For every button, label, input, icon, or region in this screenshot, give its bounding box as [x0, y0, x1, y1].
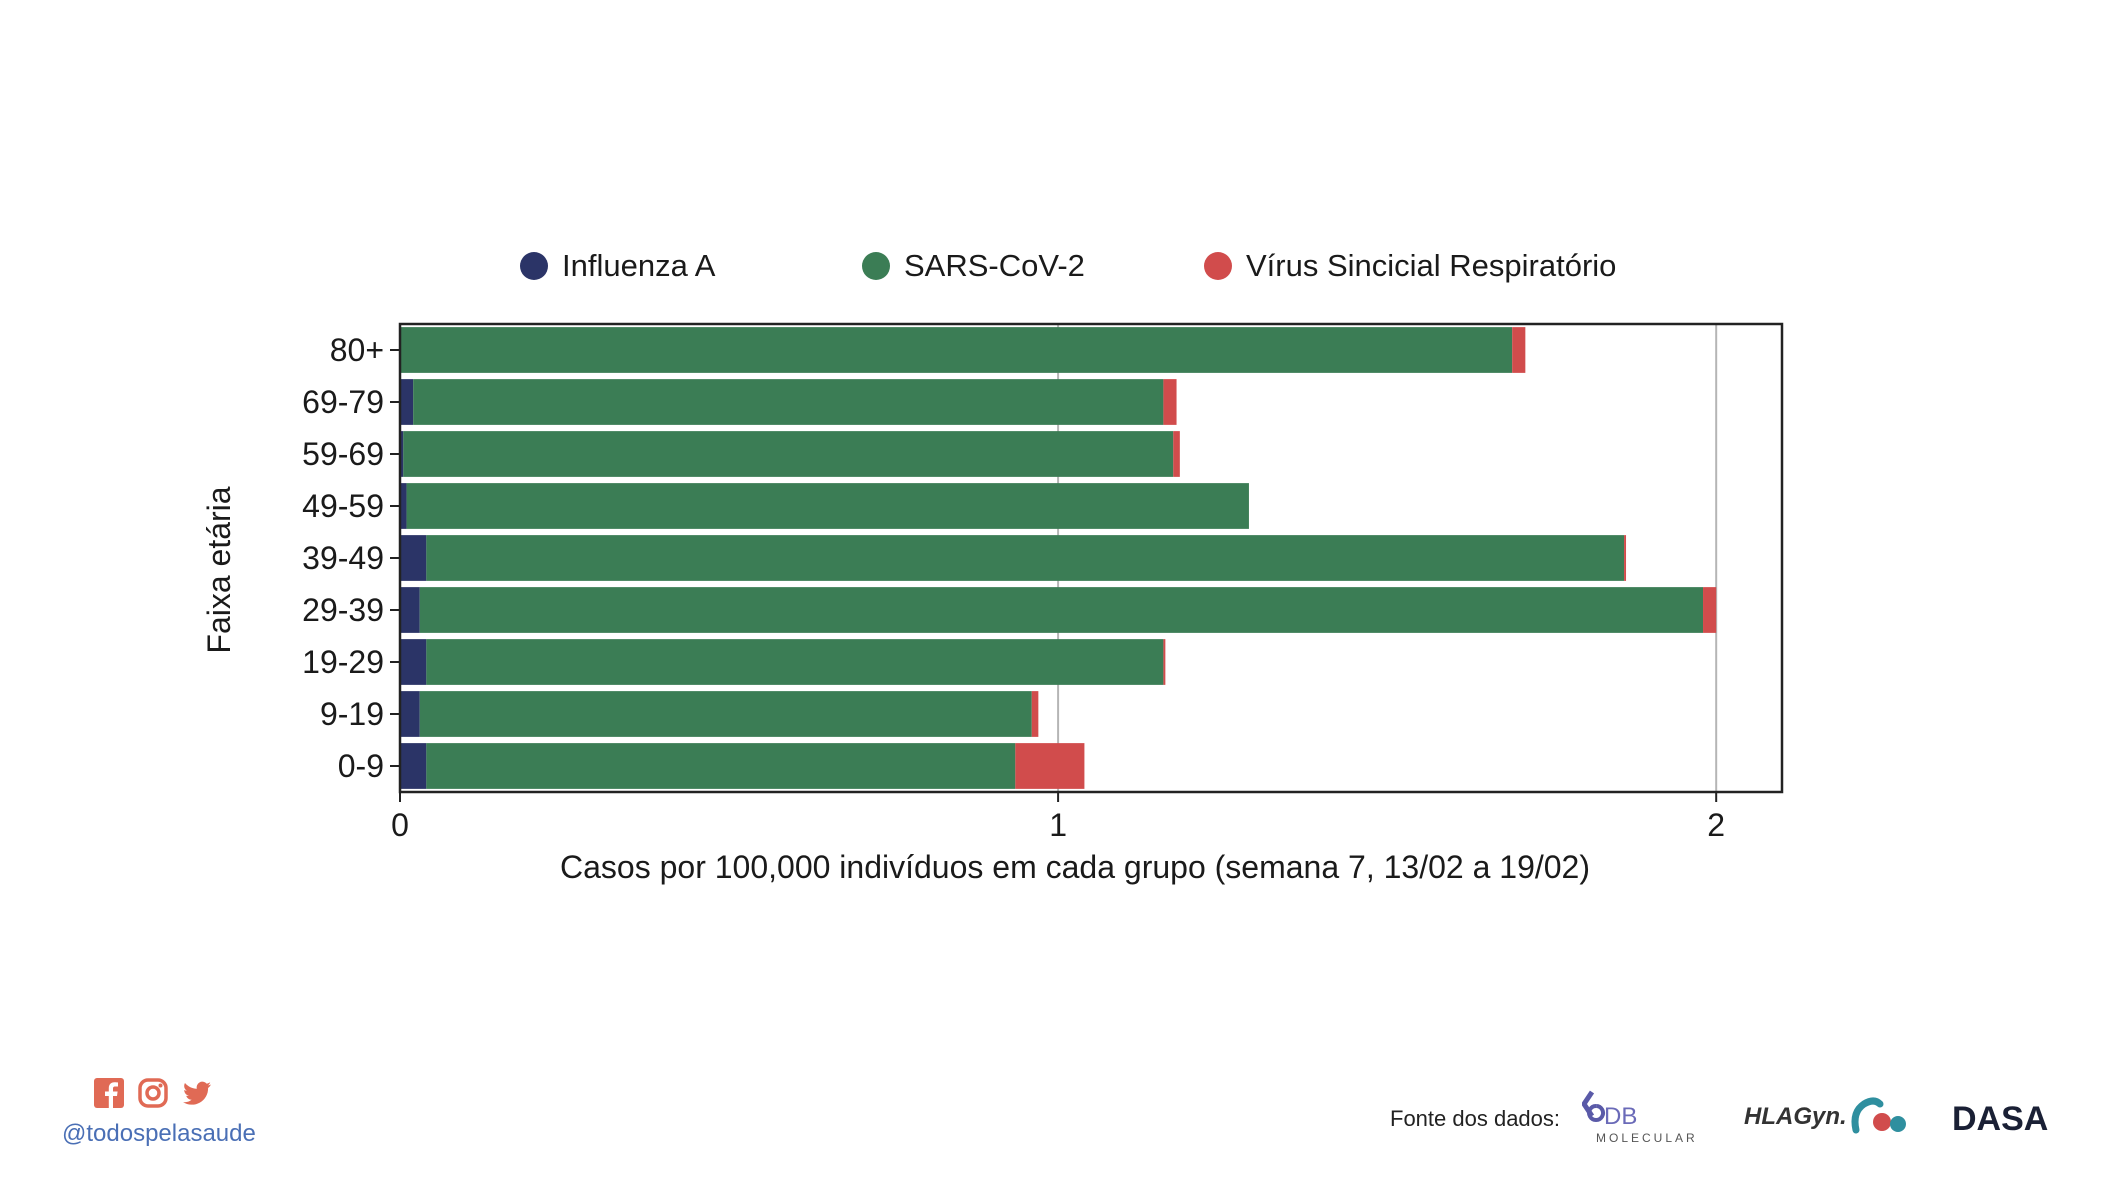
legend-item-rsv: Vírus Sincicial Respiratório — [1204, 248, 1616, 284]
db-logo-text: DB — [1604, 1103, 1637, 1130]
y-tick-label: 9-19 — [320, 696, 384, 732]
y-tick-label: 69-79 — [302, 384, 384, 420]
bar-segment — [1015, 743, 1085, 789]
y-axis: 80+ 69-79 59-69 49-59 39-49 29-39 19-29 9-19 0-9 — [302, 332, 400, 784]
y-tick-label: 0-9 — [338, 748, 384, 784]
dasa-logo: DASA — [1952, 1098, 2062, 1138]
chart-legend: Influenza A SARS-CoV-2 Vírus Sincicial R… — [0, 248, 2106, 308]
social-icons — [94, 1078, 212, 1108]
bar-segment — [400, 691, 420, 737]
x-axis: 0 1 2 — [391, 792, 1725, 843]
bar-segment — [403, 431, 1174, 477]
legend-swatch — [1204, 252, 1232, 280]
bar-segment — [419, 691, 1032, 737]
x-tick-label: 2 — [1707, 807, 1725, 843]
bar-segment — [400, 535, 427, 581]
bar-segment — [406, 483, 1249, 529]
bar-segment — [1173, 431, 1180, 477]
x-tick-label: 1 — [1049, 807, 1067, 843]
bar-segment — [1624, 535, 1627, 581]
legend-item-sars-cov-2: SARS-CoV-2 — [862, 248, 1085, 284]
y-tick-label: 19-29 — [302, 644, 384, 680]
hlagyn-logo-text: HLAGyn. — [1744, 1103, 1847, 1130]
legend-swatch — [520, 252, 548, 280]
bar-segment — [419, 587, 1704, 633]
legend-label: SARS-CoV-2 — [904, 248, 1085, 283]
x-tick-label: 0 — [391, 807, 409, 843]
instagram-icon[interactable] — [138, 1078, 168, 1108]
dasa-logo-text: DASA — [1952, 1100, 2048, 1138]
y-tick-label: 29-39 — [302, 592, 384, 628]
bar-segment — [1031, 691, 1039, 737]
legend-label: Influenza A — [562, 248, 716, 283]
bar-segment — [1703, 587, 1717, 633]
y-axis-label: Faixa etária — [201, 486, 237, 653]
bar-segment — [426, 535, 1625, 581]
molecular-logo-text: MOLECULAR — [1596, 1131, 1698, 1145]
y-tick-label: 59-69 — [302, 436, 384, 472]
bar-segment — [400, 639, 427, 685]
legend-swatch — [862, 252, 890, 280]
bar-segment — [400, 379, 414, 425]
social-handle[interactable]: @todospelasaude — [62, 1120, 256, 1147]
bar-segment — [1512, 327, 1526, 373]
bar-segment — [426, 639, 1164, 685]
bar-segment — [400, 483, 407, 529]
legend-label: Vírus Sincicial Respiratório — [1246, 248, 1617, 283]
bar-segment — [1163, 379, 1177, 425]
bar-segment — [1163, 639, 1166, 685]
source-label: Fonte dos dados: — [1390, 1106, 1561, 1131]
y-tick-label: 39-49 — [302, 540, 384, 576]
facebook-icon[interactable] — [94, 1078, 124, 1108]
y-tick-label: 80+ — [330, 332, 384, 368]
bars — [400, 327, 1717, 789]
legend-item-influenza: Influenza A — [520, 248, 715, 284]
y-tick-label: 49-59 — [302, 488, 384, 524]
x-axis-label: Casos por 100,000 indivíduos em cada gru… — [560, 849, 1590, 885]
bar-segment — [400, 327, 1513, 373]
db-molecular-mark: DB MOLECULAR — [1580, 1090, 1698, 1145]
bar-segment — [400, 587, 420, 633]
bar-segment — [400, 431, 404, 477]
bar-segment — [413, 379, 1164, 425]
twitter-icon[interactable] — [182, 1078, 212, 1108]
bar-segment — [426, 743, 1016, 789]
hlagyn-logo: HLAGyn. — [1744, 1090, 1914, 1138]
db-molecular-logo: DB MOLECULAR — [1580, 1088, 1732, 1146]
bar-segment — [400, 743, 427, 789]
